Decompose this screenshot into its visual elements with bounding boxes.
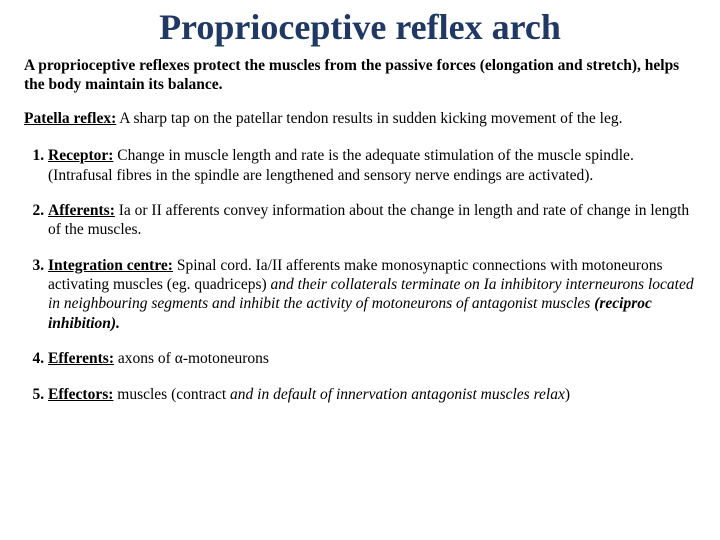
item-text: axons of α-motoneurons [114,350,269,367]
item-text-a: muscles (contract [113,386,230,403]
list-item: Integration centre: Spinal cord. Ia/II a… [48,256,696,334]
item-label: Efferents: [48,350,114,367]
reflex-list: Receptor: Change in muscle length and ra… [24,146,696,404]
patella-paragraph: Patella reflex: A sharp tap on the patel… [24,109,696,128]
slide-container: Proprioceptive reflex arch A propriocept… [0,0,720,430]
item-label: Receptor: [48,147,113,164]
list-item: Receptor: Change in muscle length and ra… [48,146,696,185]
item-text-b: and in default of innervation antagonist… [230,386,565,403]
slide-title: Proprioceptive reflex arch [24,6,696,48]
item-text: Change in muscle length and rate is the … [48,147,634,183]
list-item: Afferents: Ia or II afferents convey inf… [48,201,696,240]
intro-paragraph: A proprioceptive reflexes protect the mu… [24,56,696,95]
list-item: Effectors: muscles (contract and in defa… [48,385,696,404]
patella-label: Patella reflex: [24,110,116,127]
item-text-c: ) [565,386,570,403]
list-item: Efferents: axons of α-motoneurons [48,349,696,368]
item-label: Afferents: [48,202,115,219]
item-label: Effectors: [48,386,113,403]
item-text: Ia or II afferents convey information ab… [48,202,689,238]
patella-text: A sharp tap on the patellar tendon resul… [116,110,622,127]
item-label: Integration centre: [48,257,173,274]
